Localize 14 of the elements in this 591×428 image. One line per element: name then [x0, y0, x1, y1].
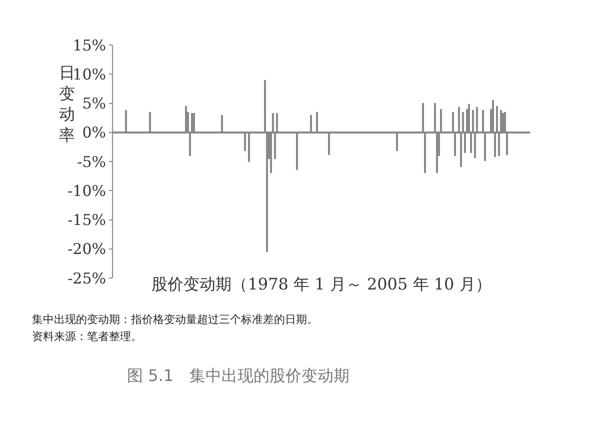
y-tick-label: -5%	[77, 152, 106, 171]
text: 图 5.1 集中出现的股价变动期	[127, 366, 350, 385]
y-tick-label: 0%	[82, 124, 106, 142]
y-tick-label: 10%	[72, 65, 106, 84]
y-tick-label: -25%	[68, 269, 106, 288]
y-tick-label: -10%	[68, 182, 106, 200]
y-tick-label: 5%	[82, 94, 106, 112]
y-tick-label: 15%	[72, 36, 106, 54]
y-tick-label: -20%	[68, 240, 106, 258]
x-axis-title: 股价变动期（1978 年 1 月～ 2005 年 10 月）	[152, 274, 492, 294]
text: 集中出现的变动期：指价格变动量超过三个标准差的日期。	[32, 313, 318, 326]
y-tick-label: -15%	[68, 211, 106, 229]
text: 资料来源：笔者整理。	[32, 330, 142, 343]
y-axis-title: 日变动率	[59, 63, 75, 144]
